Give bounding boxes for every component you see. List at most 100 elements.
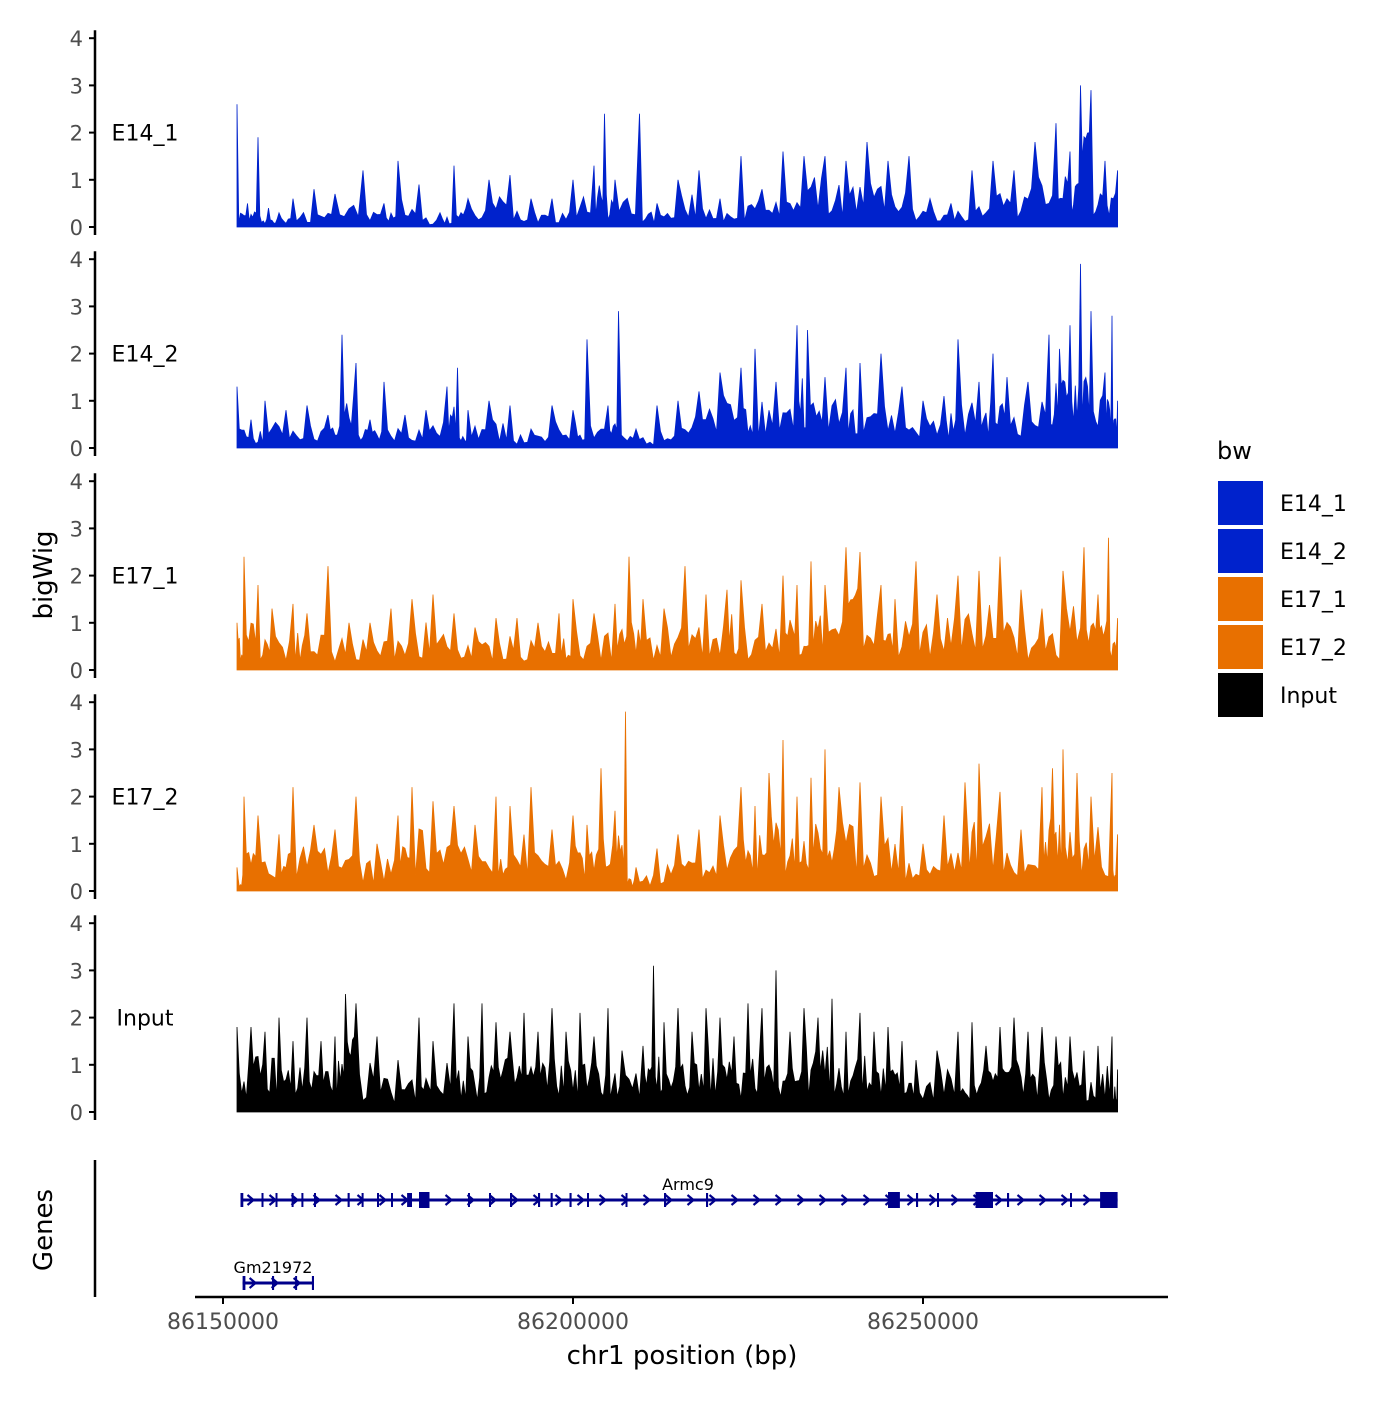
strand-arrow	[928, 1194, 938, 1206]
y-tick-label: 1	[70, 390, 83, 414]
exon	[1007, 1193, 1010, 1207]
strand-arrow	[774, 1194, 784, 1206]
y-axis-title: bigWig	[29, 530, 59, 619]
legend: bw E14_1 E14_2 E17_1 E17_2 Input	[1217, 437, 1347, 717]
strand-arrow	[796, 1194, 806, 1206]
exon	[489, 1193, 491, 1207]
y-tick-label: 2	[70, 1007, 83, 1031]
gene-Gm21972: Gm21972	[234, 1258, 314, 1290]
track-label: E14_1	[112, 122, 179, 147]
coverage-area	[236, 965, 1118, 1113]
exon	[1070, 1193, 1072, 1207]
strand-arrow	[246, 1194, 256, 1206]
track-E17_1: 0 1 2 3 4 E17_1	[70, 470, 1118, 683]
track-E14_1: 0 1 2 3 4 E14_1	[70, 27, 1118, 240]
exon	[419, 1192, 430, 1208]
exon	[291, 1193, 294, 1207]
track-label: Input	[117, 1007, 174, 1032]
strand-arrow	[862, 1194, 872, 1206]
strand-arrow	[334, 1194, 344, 1206]
y-tick-label: 4	[70, 691, 83, 715]
genes-axis-title: Genes	[29, 1189, 59, 1271]
strand-arrow	[378, 1194, 388, 1206]
exon	[242, 1276, 246, 1290]
exon	[937, 1193, 939, 1207]
x-axis: 86150000 86200000 86250000	[167, 1295, 1168, 1335]
strand-arrow	[840, 1194, 850, 1206]
strand-arrow	[906, 1194, 916, 1206]
y-tick-label: 3	[70, 295, 83, 319]
strand-arrow	[994, 1194, 1004, 1206]
legend-title: bw	[1217, 437, 1252, 465]
y-tick-label: 1	[70, 833, 83, 857]
y-tick-label: 2	[70, 343, 83, 367]
strand-arrow	[818, 1194, 828, 1206]
track-label: E17_2	[112, 786, 179, 811]
exon	[625, 1193, 628, 1207]
legend-label: E17_2	[1280, 636, 1347, 661]
exon	[314, 1193, 316, 1207]
strand-arrow	[444, 1194, 454, 1206]
coverage-area	[236, 537, 1118, 671]
x-axis-title: chr1 position (bp)	[567, 1341, 798, 1371]
y-tick-label: 4	[70, 27, 83, 51]
coverage-area	[236, 263, 1118, 449]
y-tick-label: 1	[70, 169, 83, 193]
legend-swatch	[1218, 577, 1263, 621]
y-tick-label: 3	[70, 959, 83, 983]
y-tick-label: 0	[70, 659, 83, 683]
strand-arrow	[488, 1194, 498, 1206]
legend-swatch	[1218, 481, 1263, 525]
exon	[888, 1192, 900, 1208]
y-tick-label: 2	[70, 122, 83, 146]
gene-label: Armc9	[662, 1175, 714, 1194]
y-tick-label: 2	[70, 786, 83, 810]
strand-arrow	[554, 1194, 564, 1206]
strand-arrow	[686, 1194, 696, 1206]
exon	[261, 1193, 264, 1207]
strand-arrow	[1082, 1194, 1092, 1206]
exon	[1100, 1192, 1118, 1208]
exon	[468, 1193, 470, 1207]
exon	[347, 1193, 350, 1207]
exon	[272, 1276, 275, 1290]
track-Input: 0 1 2 3 4 Input	[70, 912, 1118, 1125]
exon	[377, 1193, 379, 1207]
legend-swatch	[1218, 625, 1263, 669]
legend-swatch	[1218, 673, 1263, 717]
exon	[275, 1193, 278, 1207]
strand-arrow	[1016, 1194, 1026, 1206]
exon	[538, 1193, 541, 1207]
y-tick-label: 0	[70, 437, 83, 461]
track-label: E14_2	[112, 343, 179, 368]
exon	[569, 1193, 572, 1207]
strand-arrow	[1060, 1194, 1070, 1206]
strand-arrow	[730, 1194, 740, 1206]
x-tick-label: 86150000	[167, 1310, 279, 1335]
coverage-tracks: 0 1 2 3 4 E14_1 0 1 2 3 4 E14_2 0 1 2 3 4 E17_1 0 1 2 3 4 E17_2…	[70, 27, 1118, 1125]
strand-arrow	[950, 1194, 960, 1206]
y-tick-label: 0	[70, 880, 83, 904]
exon	[975, 1192, 993, 1208]
y-tick-label: 4	[70, 912, 83, 936]
strand-arrow	[642, 1194, 652, 1206]
legend-label: E14_2	[1280, 540, 1347, 565]
legend-label: E17_1	[1280, 588, 1347, 613]
y-tick-label: 3	[70, 74, 83, 98]
y-tick-label: 3	[70, 738, 83, 762]
strand-arrow	[248, 1277, 258, 1289]
x-tick-label: 86250000	[867, 1310, 979, 1335]
y-tick-label: 2	[70, 565, 83, 589]
exon	[916, 1193, 919, 1207]
strand-arrow	[598, 1194, 608, 1206]
strand-arrow	[708, 1194, 718, 1206]
coverage-area	[236, 85, 1118, 228]
y-tick-label: 0	[70, 216, 83, 240]
track-label: E17_1	[112, 565, 179, 590]
y-tick-label: 0	[70, 1101, 83, 1125]
strand-arrow	[664, 1194, 674, 1206]
exon	[240, 1193, 244, 1207]
exon	[391, 1193, 393, 1207]
